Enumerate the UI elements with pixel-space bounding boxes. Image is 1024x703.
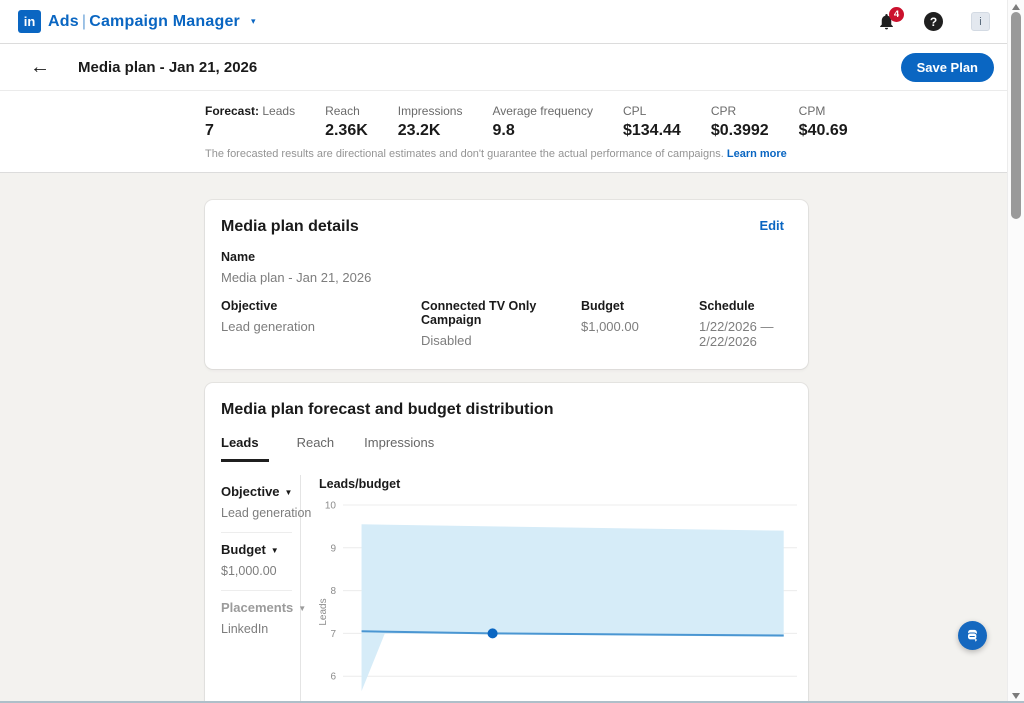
placements-dropdown[interactable]: Placements▼	[221, 600, 292, 615]
metric-value: $40.69	[799, 122, 848, 140]
question-mark-icon: ?	[930, 15, 937, 29]
media-plan-details-card: Media plan details Edit Name Media plan …	[205, 200, 808, 369]
metric-value: 2.36K	[325, 122, 368, 140]
brand-text: Ads|Campaign Manager	[48, 13, 240, 31]
notifications-button[interactable]: 4	[877, 12, 896, 31]
field-budget: Budget $1,000.00	[581, 299, 699, 349]
page-header: ← Media plan - Jan 21, 2026 Save Plan	[0, 44, 1024, 91]
disclaimer-text: The forecasted results are directional e…	[205, 148, 724, 160]
back-arrow-button[interactable]: ←	[30, 57, 50, 77]
metric-label: Reach	[325, 104, 368, 118]
y-tick-label: 8	[330, 586, 336, 597]
chat-bubbles-icon	[965, 628, 980, 643]
metric-cpr: CPR $0.3992	[711, 104, 769, 140]
metric-label: CPL	[623, 104, 681, 118]
metric-value: $0.3992	[711, 122, 769, 140]
field-value: $1,000.00	[581, 319, 699, 334]
metric-label: Leads	[262, 104, 295, 118]
details-card-title: Media plan details	[221, 218, 359, 236]
notification-count-badge: 4	[889, 7, 904, 22]
placements-option-group: Placements▼ LinkedIn	[221, 591, 292, 648]
metric-average-frequency: Average frequency 9.8	[492, 104, 593, 140]
metric-value: 9.8	[492, 122, 593, 140]
brand-ads-label: Ads	[48, 13, 79, 30]
y-tick-label: 9	[330, 543, 336, 554]
scrollbar-up-arrow-icon[interactable]	[1012, 4, 1020, 10]
chart-title: Leads/budget	[319, 477, 801, 491]
field-objective: Objective Lead generation	[221, 299, 421, 349]
forecast-metrics-strip: Forecast: Leads 7 Reach 2.36K Impression…	[0, 91, 1024, 173]
save-plan-button[interactable]: Save Plan	[901, 53, 994, 82]
linkedin-logo-icon: in	[18, 10, 41, 33]
brand-product-label: Campaign Manager	[89, 13, 240, 30]
field-schedule: Schedule 1/22/2026 — 2/22/2026	[699, 299, 788, 349]
objective-value: Lead generation	[221, 506, 292, 520]
vertical-scrollbar[interactable]	[1007, 0, 1024, 703]
forecast-range-band	[362, 524, 784, 691]
metric-cpm: CPM $40.69	[799, 104, 848, 140]
scrollbar-thumb[interactable]	[1011, 12, 1021, 219]
y-tick-label: 10	[325, 501, 337, 512]
metric-label: CPM	[799, 104, 848, 118]
campaign-manager-brand-menu[interactable]: in Ads|Campaign Manager ▾	[18, 10, 256, 33]
chat-support-fab[interactable]	[958, 621, 987, 650]
metric-value: 7	[205, 122, 295, 140]
data-point-marker[interactable]	[488, 628, 498, 638]
y-tick-label: 6	[330, 672, 336, 683]
metric-label: Impressions	[398, 104, 463, 118]
page-title: Media plan - Jan 21, 2026	[78, 59, 257, 76]
placements-value: LinkedIn	[221, 622, 292, 636]
field-value: Disabled	[421, 333, 581, 348]
field-value: Lead generation	[221, 319, 421, 334]
forecast-card-title: Media plan forecast and budget distribut…	[221, 401, 788, 419]
budget-option-group: Budget▼ $1,000.00	[221, 533, 292, 591]
field-value: 1/22/2026 — 2/22/2026	[699, 319, 788, 349]
budget-dropdown[interactable]: Budget▼	[221, 542, 292, 557]
chevron-down-icon: ▼	[285, 488, 293, 497]
field-connected-tv: Connected TV Only Campaign Disabled	[421, 299, 581, 349]
forecast-distribution-card: Media plan forecast and budget distribut…	[205, 383, 808, 703]
metric-impressions: Impressions 23.2K	[398, 104, 463, 140]
chevron-down-icon: ▼	[298, 604, 306, 613]
field-value: Media plan - Jan 21, 2026	[221, 270, 788, 285]
field-label: Schedule	[699, 299, 788, 313]
chart-options-column: Objective▼ Lead generation Budget▼ $1,00…	[221, 475, 301, 703]
metric-label: Average frequency	[492, 104, 593, 118]
metric-cpl: CPL $134.44	[623, 104, 681, 140]
tab-impressions[interactable]: Impressions	[362, 435, 436, 462]
forecast-prefix-label: Forecast:	[205, 104, 259, 118]
help-button[interactable]: ?	[924, 12, 943, 31]
forecast-disclaimer: The forecasted results are directional e…	[205, 148, 1024, 160]
field-label: Name	[221, 250, 788, 264]
y-tick-label: 7	[330, 629, 336, 640]
chart-column: Leads/budget 10987655001K1.5K2K2.5K3KLea…	[301, 475, 801, 703]
budget-value: $1,000.00	[221, 564, 292, 578]
metric-value: $134.44	[623, 122, 681, 140]
forecast-tabs: Leads Reach Impressions	[221, 435, 788, 463]
objective-option-group: Objective▼ Lead generation	[221, 475, 292, 533]
learn-more-link[interactable]: Learn more	[727, 148, 787, 160]
leads-budget-chart: 10987655001K1.5K2K2.5K3KLeadsBudget	[319, 495, 801, 703]
avatar-initial: i	[979, 16, 981, 28]
chevron-down-icon: ▾	[251, 16, 256, 27]
metric-leads: Forecast: Leads 7	[205, 104, 295, 140]
metric-value: 23.2K	[398, 122, 463, 140]
edit-link[interactable]: Edit	[759, 218, 784, 233]
metric-label: CPR	[711, 104, 769, 118]
page-content: Media plan details Edit Name Media plan …	[0, 173, 1024, 703]
chevron-down-icon: ▼	[271, 546, 279, 555]
metric-reach: Reach 2.36K	[325, 104, 368, 140]
top-nav-bar: in Ads|Campaign Manager ▾ 4 ? i	[0, 0, 1024, 44]
objective-dropdown[interactable]: Objective▼	[221, 484, 292, 499]
brand-separator: |	[79, 13, 89, 30]
tab-leads[interactable]: Leads	[221, 435, 269, 462]
tab-reach[interactable]: Reach	[295, 435, 337, 462]
field-name: Name Media plan - Jan 21, 2026	[221, 250, 788, 285]
scrollbar-down-arrow-icon[interactable]	[1012, 693, 1020, 699]
field-label: Budget	[581, 299, 699, 313]
account-avatar[interactable]: i	[971, 12, 990, 31]
field-label: Connected TV Only Campaign	[421, 299, 581, 327]
field-label: Objective	[221, 299, 421, 313]
y-axis-label: Leads	[319, 598, 329, 625]
